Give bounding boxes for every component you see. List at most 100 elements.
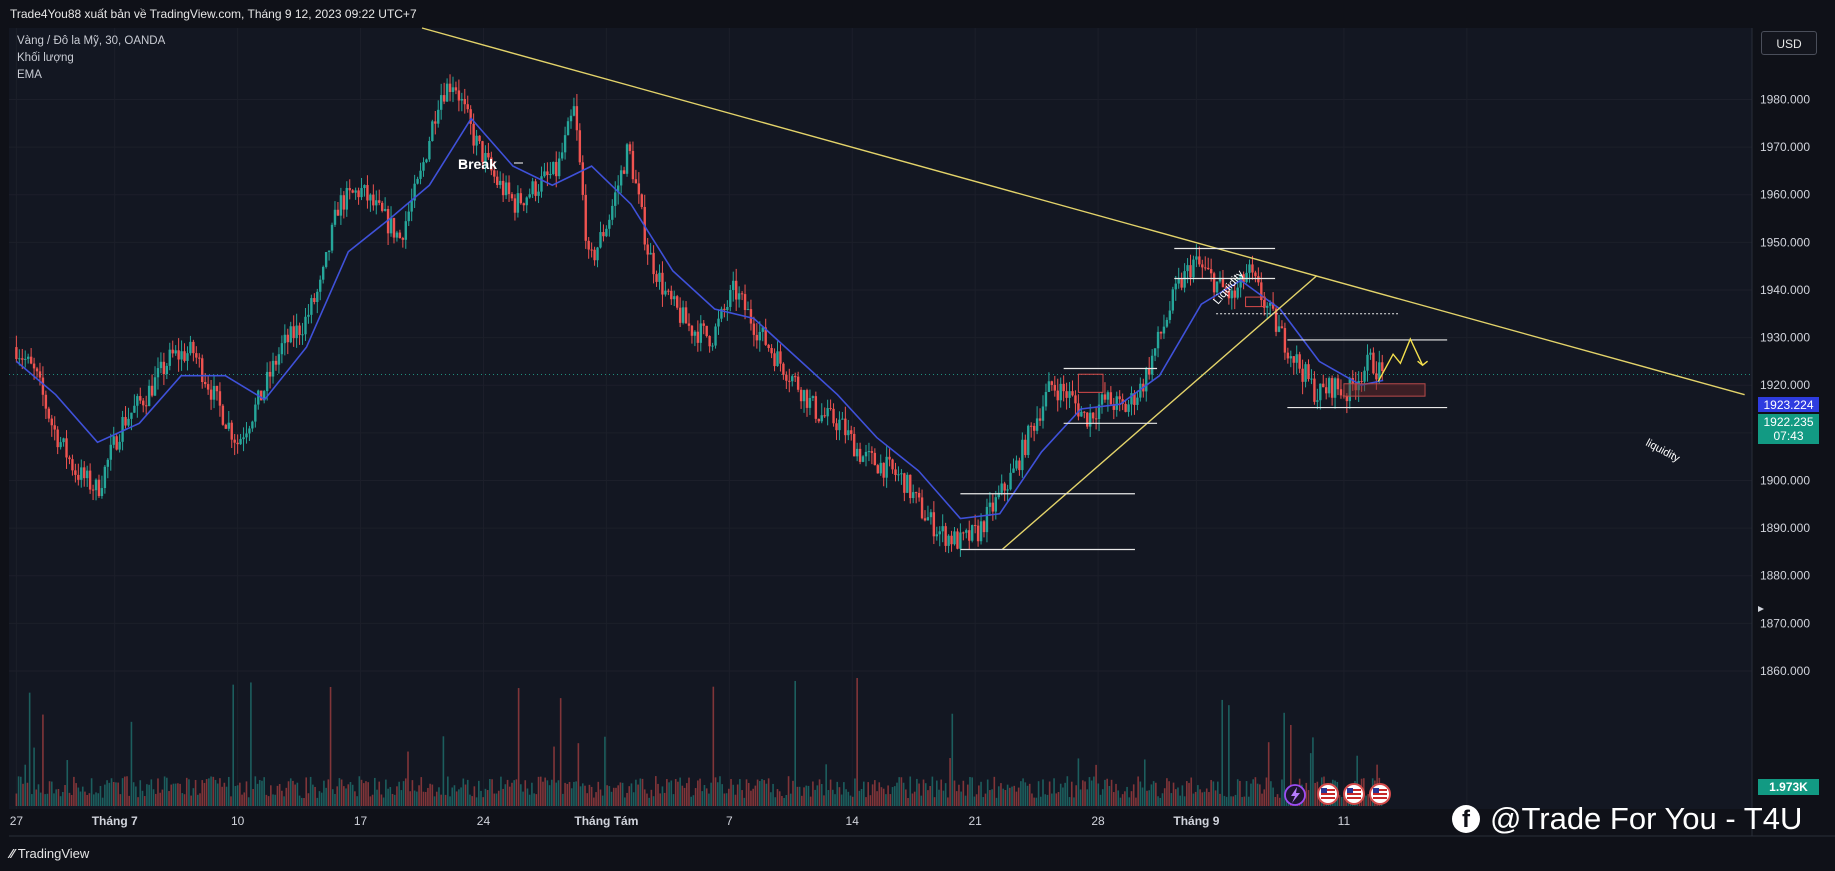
candle [1012, 468, 1015, 473]
volume-bar [716, 782, 719, 806]
legend-symbol[interactable]: Vàng / Đô la Mỹ, 30, OANDA [17, 35, 166, 47]
trendline [421, 27, 1745, 396]
legend-volume[interactable]: Khối lượng [17, 52, 74, 64]
candle [91, 489, 95, 491]
volume-bar [986, 779, 989, 806]
volume-bar [913, 791, 916, 806]
candle [796, 376, 800, 390]
candle [156, 368, 160, 378]
candle [726, 306, 729, 310]
candle [569, 115, 573, 122]
volume-bar [637, 784, 639, 806]
volume-bar [661, 786, 664, 806]
event-icons[interactable] [1284, 783, 1391, 806]
volume-bar [909, 776, 912, 806]
candle [383, 209, 387, 211]
candle [900, 473, 903, 475]
candle [882, 462, 885, 478]
candle [487, 152, 490, 158]
candle [327, 250, 331, 253]
candle [608, 219, 611, 229]
volume-bar [163, 776, 166, 806]
volume-bar [736, 784, 739, 806]
candle [1330, 378, 1334, 398]
candle [973, 525, 977, 527]
candle [1207, 267, 1210, 270]
candle [1074, 395, 1077, 404]
price-axis[interactable]: 1860.000 1870.000 1880.000 1890.000 1900.000… [1760, 92, 1810, 678]
volume-bar [511, 782, 513, 806]
volume-bar [336, 786, 338, 806]
volume-bar [59, 796, 62, 806]
volume-bar [112, 782, 115, 806]
price-tags [1758, 397, 1819, 795]
volume-bar [300, 797, 303, 806]
volume-bar [566, 783, 569, 806]
candle [737, 293, 741, 300]
candle [1280, 326, 1284, 329]
candle [861, 456, 865, 462]
volume-bar [947, 797, 949, 806]
volume-bar [650, 789, 653, 806]
candle [1381, 362, 1384, 371]
volume-bar [1128, 797, 1131, 806]
us-flag-icon[interactable] [1343, 783, 1365, 805]
candle [717, 318, 720, 327]
volume-bar [681, 785, 684, 806]
candle [112, 436, 115, 445]
volume-bar [216, 783, 219, 806]
candle [991, 502, 995, 512]
candle [873, 452, 877, 466]
volume-bar [502, 788, 504, 806]
candle [227, 422, 230, 429]
us-flag-icon[interactable] [1369, 783, 1391, 805]
volume-bar [1044, 794, 1047, 806]
tv-logo-text: TradingView [17, 846, 90, 861]
volume-bar [993, 776, 996, 806]
time-axis[interactable]: 27 Tháng 7 10 17 24 Tháng Tám 7 14 21 28 Tháng 9 11… [10, 814, 1474, 828]
legend-ema[interactable]: EMA [17, 69, 42, 81]
volume-bar [1079, 789, 1082, 806]
volume-bar [73, 776, 75, 806]
volume-bar [123, 776, 126, 806]
volume-bar [1369, 793, 1372, 806]
volume-bar [1141, 787, 1144, 806]
candle [1286, 352, 1290, 359]
volume-bar [22, 783, 24, 806]
candle [1109, 392, 1113, 405]
volume-bar [1183, 796, 1186, 806]
candle [248, 428, 251, 434]
volume-bar [210, 776, 212, 806]
candle [401, 238, 405, 240]
y-tick-label: 1880.000 [1760, 569, 1810, 583]
volume-bar [135, 786, 137, 806]
currency-button[interactable]: USD [1761, 31, 1817, 55]
volume-bar [484, 788, 487, 806]
candle [817, 418, 820, 422]
candle [395, 232, 399, 238]
volume-bar [845, 789, 847, 806]
candle [484, 152, 487, 162]
volume-bar [1000, 783, 1002, 806]
volume-bar [1066, 776, 1069, 806]
tv-logo-icon: ⁄⁄ [10, 846, 15, 861]
volume-bar [276, 785, 279, 806]
volume-bar [958, 784, 960, 806]
candle [38, 371, 42, 378]
us-flag-icon[interactable] [1317, 783, 1339, 805]
volume-bar [694, 788, 697, 806]
candle [578, 130, 582, 163]
candle [652, 252, 655, 275]
volume-bar [391, 793, 394, 806]
lightning-icon[interactable] [1284, 784, 1306, 806]
candle [147, 385, 151, 406]
volume-bar [119, 794, 122, 806]
candle [348, 187, 351, 191]
tradingview-logo[interactable]: ⁄⁄ TradingView [10, 846, 89, 861]
candle [611, 205, 614, 220]
candle [1174, 283, 1177, 290]
volume-bar [88, 793, 91, 806]
volume-bar [820, 784, 823, 806]
volume-bar [1170, 793, 1173, 806]
